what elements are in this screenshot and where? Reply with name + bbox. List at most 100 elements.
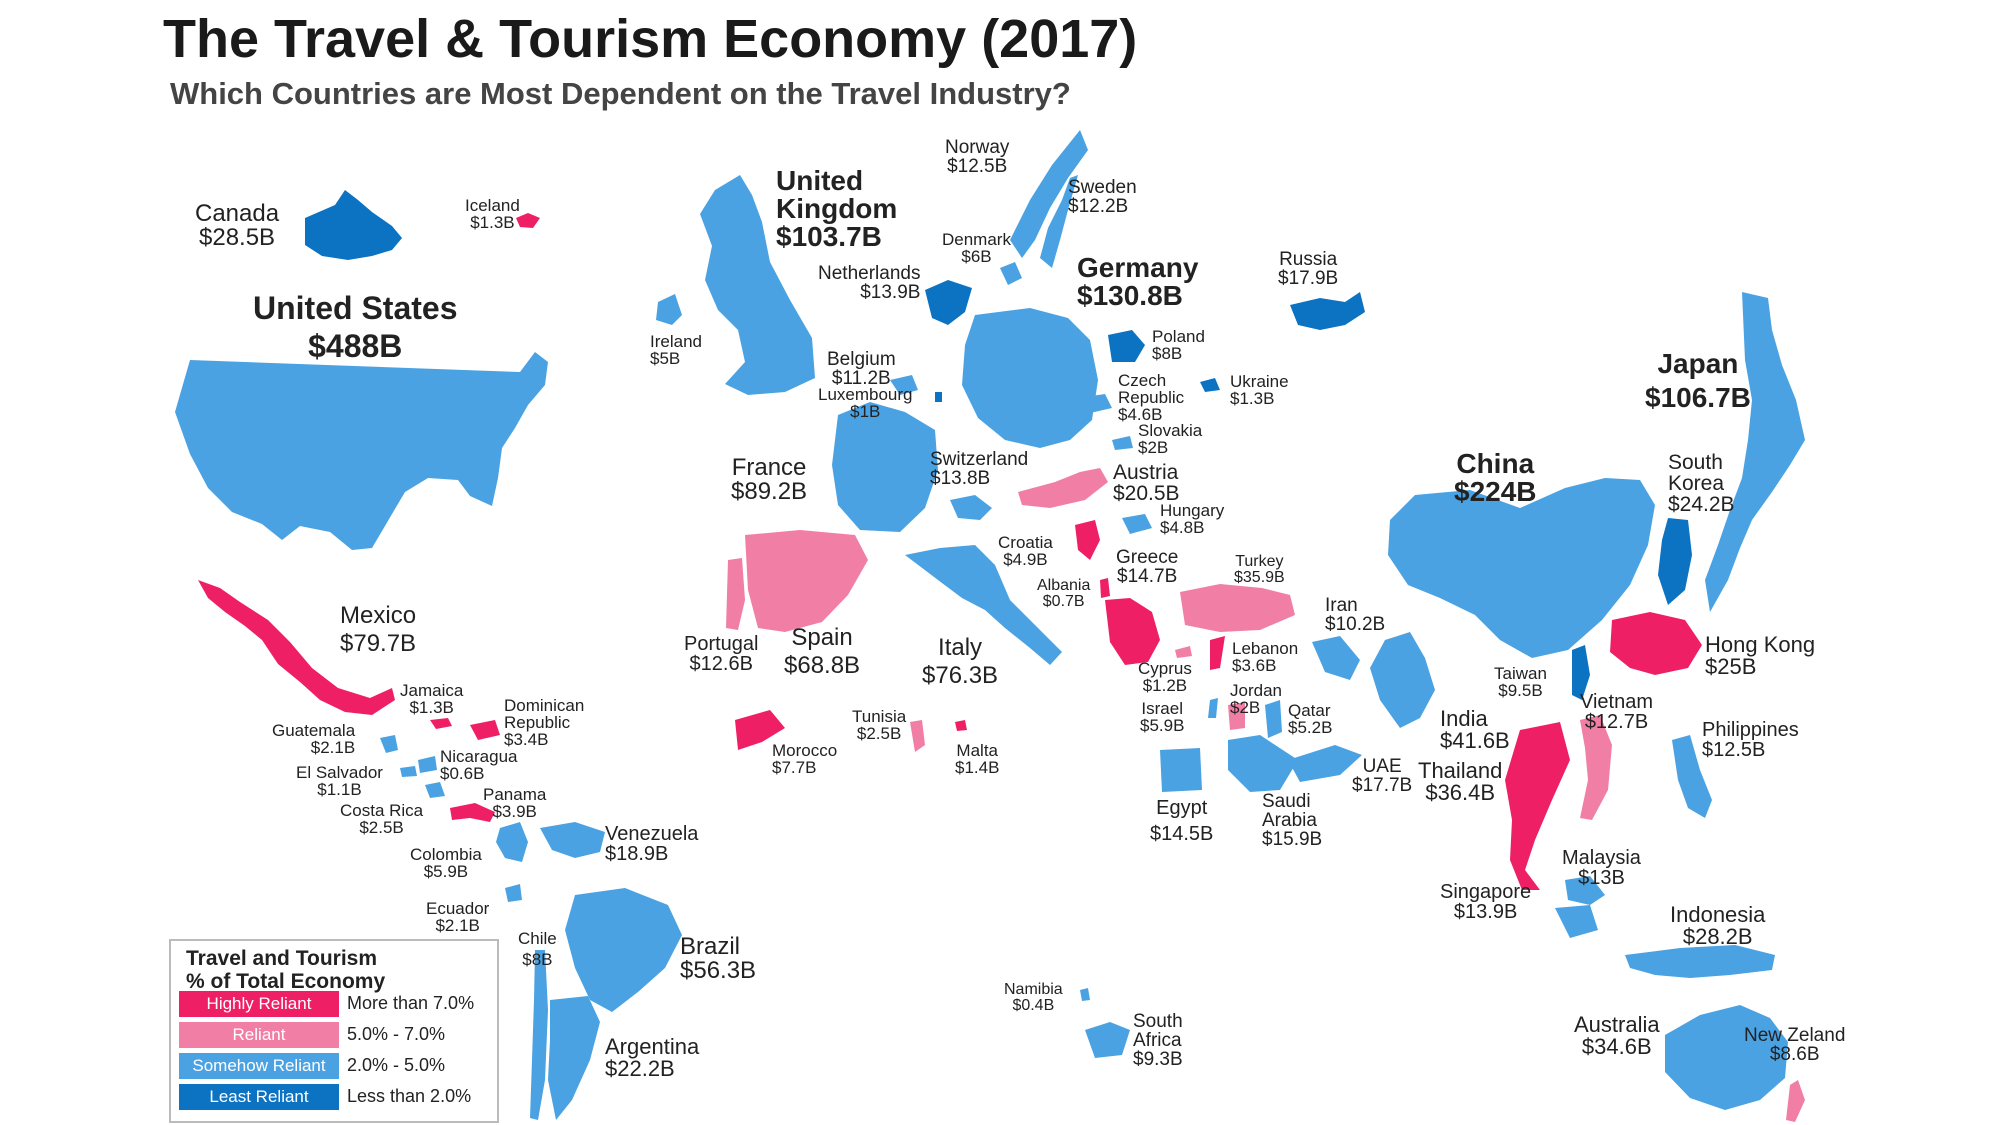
label-south-korea: South Korea $24.2B xyxy=(1668,452,1735,515)
label-turkey-name: Turkey xyxy=(1235,553,1284,570)
label-iran: Iran $10.2B xyxy=(1325,596,1385,634)
label-slovakia-name: Slovakia xyxy=(1138,421,1203,440)
legend-row-least: Least Reliant Less than 2.0% xyxy=(179,1084,495,1110)
label-chile-name: Chile xyxy=(518,929,557,948)
label-norway: Norway $12.5B xyxy=(945,138,1009,176)
uae-shape xyxy=(1288,745,1362,782)
label-germany-value: $130.8B xyxy=(1077,280,1183,311)
label-czech-republic: Czech Republic $4.6B xyxy=(1118,372,1184,423)
label-austria-name: Austria xyxy=(1113,461,1179,484)
india-shape xyxy=(1370,632,1435,728)
label-saudi-arabia: Saudi Arabia $15.9B xyxy=(1262,792,1322,849)
label-jordan-value: $2B xyxy=(1230,698,1261,717)
label-vietnam-value: $12.7B xyxy=(1584,711,1649,733)
label-egypt: Egypt $14.5B xyxy=(1150,798,1213,844)
label-poland: Poland $8B xyxy=(1152,328,1205,362)
slovakia-shape xyxy=(1112,436,1133,450)
label-china-name: China xyxy=(1456,448,1535,479)
label-jamaica: Jamaica $1.3B xyxy=(400,682,463,716)
label-switzerland-name: Switzerland xyxy=(930,449,1029,470)
label-singapore-value: $13.9B xyxy=(1453,901,1518,923)
label-saudi-name-2: Arabia xyxy=(1262,810,1317,831)
label-nicaragua-name: Nicaragua xyxy=(440,747,518,766)
label-croatia: Croatia $4.9B xyxy=(998,534,1053,568)
taiwan-shape xyxy=(1572,645,1590,700)
label-jordan-name: Jordan xyxy=(1230,681,1282,700)
label-philippines-name: Philippines xyxy=(1702,719,1799,741)
label-morocco-name: Morocco xyxy=(772,741,838,760)
label-tunisia-value: $2.5B xyxy=(856,724,902,743)
label-morocco-value: $7.7B xyxy=(772,758,817,777)
label-czech-value: $4.6B xyxy=(1118,405,1163,424)
russia-shape xyxy=(1290,292,1365,330)
label-el-salvador: El Salvador $1.1B xyxy=(296,764,383,798)
switzerland-shape xyxy=(950,495,992,520)
italy-shape xyxy=(905,545,1062,665)
label-uk-name-1: United xyxy=(776,165,864,196)
label-norway-value: $12.5B xyxy=(947,156,1008,177)
label-philippines-value: $12.5B xyxy=(1702,739,1766,761)
label-united-states: United States $488B xyxy=(253,292,457,362)
label-hong-kong: Hong Kong $25B xyxy=(1705,634,1815,678)
label-iceland-value: $1.3B xyxy=(470,213,515,232)
mexico-shape xyxy=(198,580,395,715)
qatar-shape xyxy=(1265,700,1282,738)
label-nicaragua: Nicaragua $0.6B xyxy=(440,748,518,782)
label-russia-name: Russia xyxy=(1279,249,1338,270)
label-ireland-name: Ireland xyxy=(650,332,702,351)
label-japan-name: Japan xyxy=(1657,348,1739,379)
legend-title: Travel and Tourism % of Total Economy xyxy=(186,947,385,993)
label-italy: Italy $76.3B xyxy=(922,636,998,688)
legend-range-somehow: 2.0% - 5.0% xyxy=(347,1055,446,1075)
china-shape xyxy=(1388,478,1655,658)
label-mexico: Mexico $79.7B xyxy=(340,604,416,656)
label-egypt-value: $14.5B xyxy=(1150,823,1214,845)
label-switzerland-value: $13.8B xyxy=(930,468,991,489)
hungary-shape xyxy=(1122,514,1152,534)
label-hong-kong-name: Hong Kong xyxy=(1705,632,1816,657)
label-jamaica-name: Jamaica xyxy=(400,681,464,700)
norway-shape xyxy=(1010,130,1088,258)
label-israel: Israel $5.9B xyxy=(1140,700,1184,734)
united-kingdom-shape xyxy=(700,175,815,395)
label-thailand: Thailand $36.4B xyxy=(1418,760,1502,804)
label-panama: Panama $3.9B xyxy=(483,786,546,820)
label-singapore: Singapore $13.9B xyxy=(1440,882,1531,922)
japan-shape xyxy=(1705,292,1805,612)
legend-row-highly: Highly Reliant More than 7.0% xyxy=(179,991,495,1017)
label-ireland: Ireland $5B xyxy=(650,333,702,367)
namibia-shape xyxy=(1080,988,1090,1001)
greece-shape xyxy=(1105,598,1160,665)
label-lebanon: Lebanon $3.6B xyxy=(1232,640,1298,674)
label-ukraine: Ukraine $1.3B xyxy=(1230,373,1289,407)
label-lebanon-name: Lebanon xyxy=(1232,639,1299,658)
label-indonesia: Indonesia $28.2B xyxy=(1670,904,1765,948)
croatia-shape xyxy=(1075,520,1100,560)
label-poland-name: Poland xyxy=(1152,327,1205,346)
spain-shape xyxy=(745,530,868,632)
legend-range-reliant: 5.0% - 7.0% xyxy=(347,1024,446,1044)
label-hong-kong-value: $25B xyxy=(1705,654,1757,679)
label-guatemala: Guatemala $2.1B xyxy=(272,722,355,756)
label-russia: Russia $17.9B xyxy=(1278,250,1338,288)
label-iceland: Iceland $1.3B xyxy=(465,197,520,231)
label-taiwan: Taiwan $9.5B xyxy=(1494,665,1547,699)
label-denmark-name: Denmark xyxy=(942,230,1011,249)
belgium-shape xyxy=(890,375,918,395)
ukraine-shape xyxy=(1200,378,1220,392)
label-taiwan-value: $9.5B xyxy=(1498,681,1543,700)
argentina-shape xyxy=(548,996,600,1120)
morocco-shape xyxy=(735,710,785,750)
label-ireland-value: $5B xyxy=(650,349,681,368)
label-argentina: Argentina $22.2B xyxy=(605,1036,699,1080)
label-new-zealand: New Zeland $8.6B xyxy=(1744,1026,1845,1064)
turkey-shape xyxy=(1180,584,1295,632)
label-austria: Austria $20.5B xyxy=(1113,462,1180,504)
label-dominican-value: $3.4B xyxy=(504,730,549,749)
label-united-states-value: $488B xyxy=(308,328,403,364)
label-sweden: Sweden $12.2B xyxy=(1068,178,1137,216)
label-hungary-value: $4.8B xyxy=(1160,518,1205,537)
legend-title-line-1: Travel and Tourism xyxy=(186,947,377,970)
label-south-africa-name-2: Africa xyxy=(1133,1030,1182,1051)
label-qatar-value: $5.2B xyxy=(1288,718,1333,737)
